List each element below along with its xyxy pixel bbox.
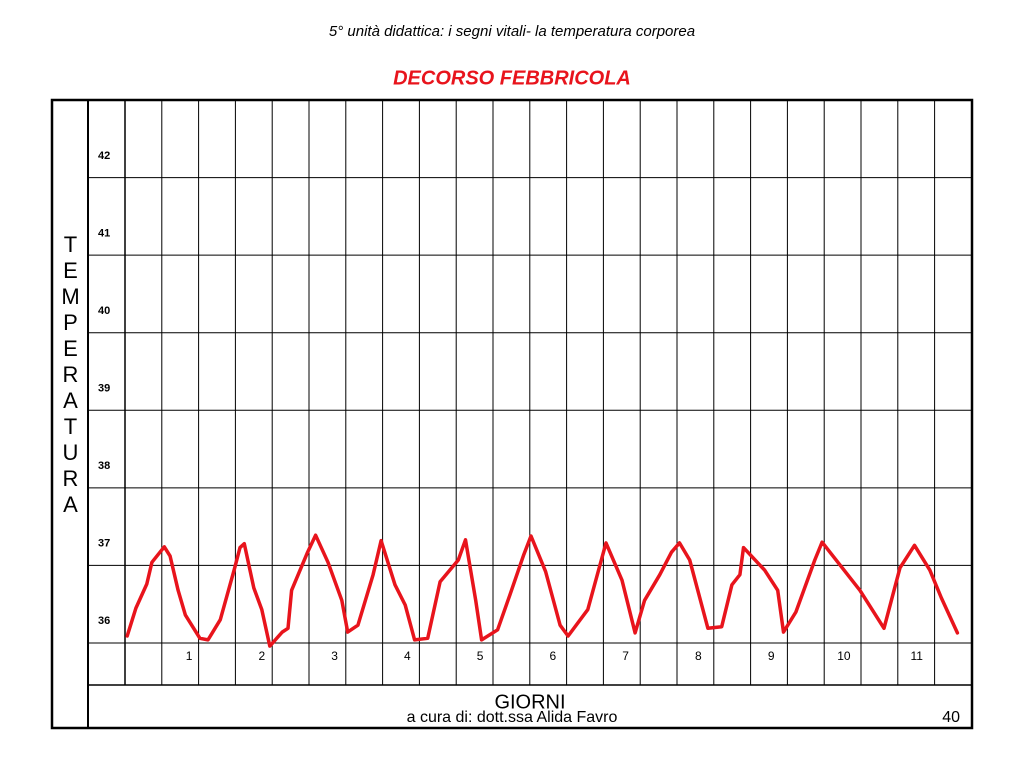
header: 5° unità didattica: i segni vitali- la t… bbox=[329, 23, 695, 40]
x-tick-label: 6 bbox=[550, 649, 557, 663]
temperature-line bbox=[125, 533, 960, 648]
footer-credit: a cura di: dott.ssa Alida Favro bbox=[407, 709, 618, 726]
x-tick-label: 8 bbox=[695, 649, 702, 663]
chart-title: DECORSO FEBBRICOLA bbox=[393, 67, 631, 89]
y-tick-label: 37 bbox=[98, 538, 110, 550]
x-tick-label: 3 bbox=[331, 649, 338, 663]
frame bbox=[50, 98, 974, 730]
y-tick-label: 36 bbox=[98, 615, 110, 627]
y-axis-label: TEMPERATURA bbox=[58, 232, 83, 518]
y-tick-label: 39 bbox=[98, 382, 110, 394]
page-number: 40 bbox=[942, 709, 960, 726]
x-tick-label: 11 bbox=[910, 649, 923, 663]
y-tick-label: 42 bbox=[98, 150, 110, 162]
y-tick-label: 41 bbox=[98, 227, 110, 239]
x-tick-label: 10 bbox=[837, 649, 851, 663]
y-tick-label: 38 bbox=[98, 460, 110, 472]
x-tick-label: 2 bbox=[258, 649, 265, 663]
y-tick-label: 40 bbox=[98, 305, 110, 317]
x-axis-label: GIORNI bbox=[494, 691, 565, 713]
x-tick-label: 9 bbox=[768, 649, 775, 663]
x-tick-label: 1 bbox=[186, 649, 193, 663]
x-tick-label: 4 bbox=[404, 649, 411, 663]
x-tick-label: 7 bbox=[622, 649, 629, 663]
x-tick-label: 5 bbox=[477, 649, 484, 663]
